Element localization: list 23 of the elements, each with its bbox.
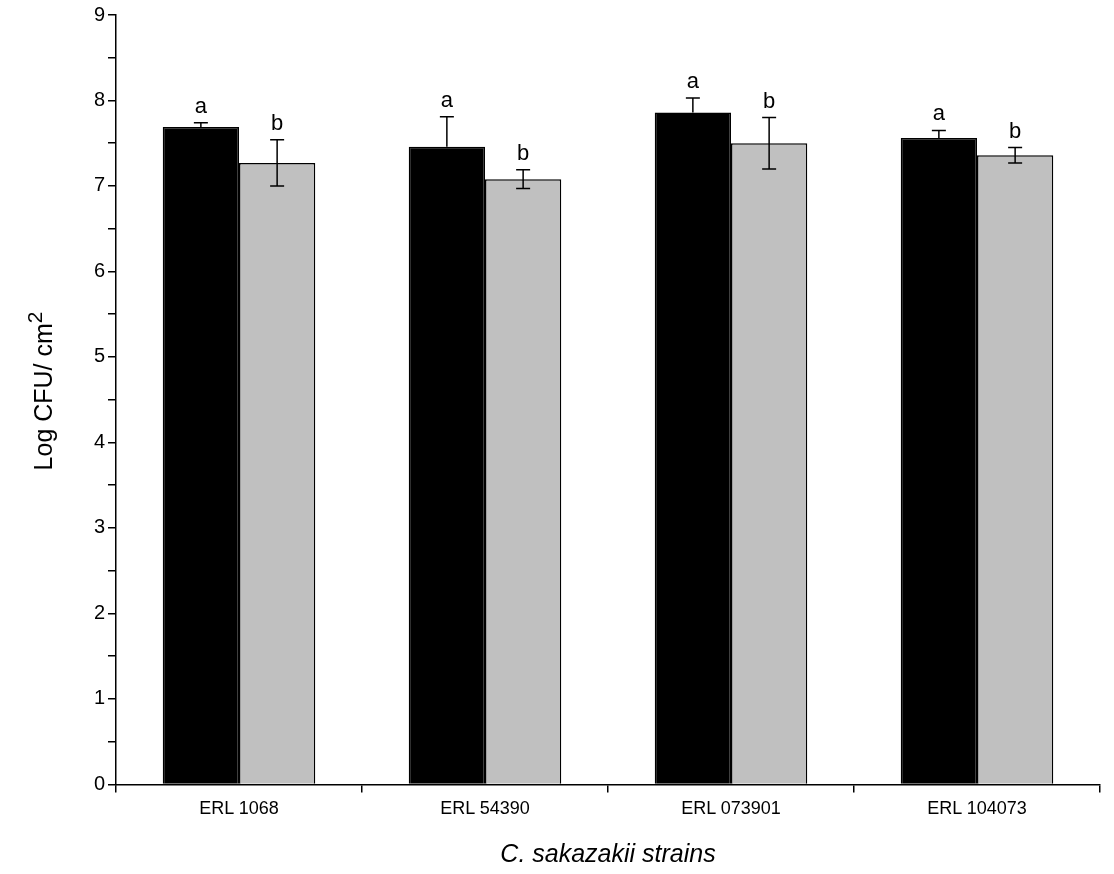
annotation: a (440, 86, 454, 112)
y-tick-label: 8 (93, 88, 105, 110)
annotation: b (517, 139, 530, 165)
x-tick-label: ERL 1068 (199, 798, 279, 819)
annotation: a (194, 92, 208, 118)
annotation: b (763, 87, 776, 113)
y-tick-label: 7 (93, 173, 105, 196)
y-tick-label: 9 (93, 2, 105, 25)
y-tick-label: 6 (93, 258, 105, 281)
annotation: b (1009, 117, 1022, 143)
y-tick-label: 3 (93, 515, 105, 538)
x-tick-label: ERL 104073 (927, 798, 1027, 819)
x-axis-title: C. sakazakii strains (500, 838, 716, 867)
y-tick-label: 4 (93, 429, 105, 452)
x-tick-label: ERL 54390 (440, 798, 530, 819)
y-tick-label: 0 (93, 771, 105, 794)
x-tick-label: ERL 073901 (681, 798, 781, 819)
y-tick-label: 1 (93, 686, 105, 709)
y-tick-label: 2 (93, 600, 105, 623)
annotation: a (686, 67, 700, 93)
y-tick-label: 5 (93, 344, 105, 367)
annotation: a (932, 100, 946, 126)
annotation: b (271, 109, 284, 135)
